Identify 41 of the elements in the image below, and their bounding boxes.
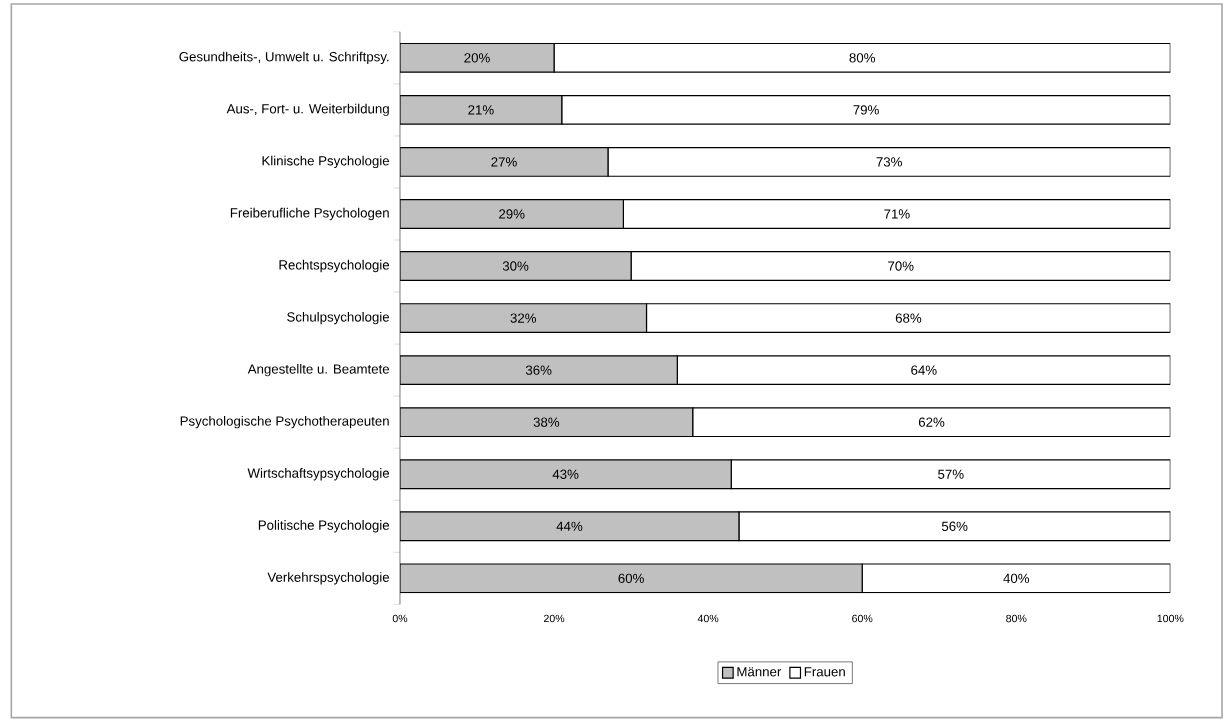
y-tick-label: Gesundheits-, Umwelt u. Schriftpsy. (179, 51, 389, 65)
y-tick-label: Wirtschaftsypsychologie (247, 468, 390, 481)
y-tick-label: Angestellte u. Beamtete (247, 364, 390, 377)
data-label: 57% (938, 469, 964, 480)
y-tick-label: Politische Psychologie (258, 520, 390, 533)
y-tick-label: Rechtspsychologie (279, 260, 390, 273)
data-label: 73% (876, 157, 902, 167)
y-tick-label: Verkehrspsychologie (267, 572, 390, 585)
data-label: 44% (556, 521, 583, 532)
x-tick-label: 40% (697, 614, 719, 623)
data-label: 79% (853, 105, 879, 115)
y-tick-label: Schulpsychologie (287, 312, 390, 325)
data-label: 62% (918, 417, 945, 428)
data-label: 27% (491, 157, 517, 167)
data-label: 30% (502, 261, 529, 271)
data-label: 20% (464, 53, 490, 63)
y-tick-label: Aus-, Fort- u. Weiterbildung (226, 103, 389, 117)
data-label: 68% (895, 313, 922, 323)
data-label: 80% (849, 53, 876, 63)
x-tick-label: 0% (392, 614, 408, 623)
data-label: 70% (888, 261, 914, 271)
data-label: 71% (884, 209, 910, 219)
x-tick-label: 100% (1157, 614, 1184, 623)
data-label: 43% (552, 469, 579, 480)
x-tick-label: 80% (1006, 614, 1027, 623)
y-tick-label: Klinische Psychologie (262, 155, 390, 169)
data-label: 21% (468, 105, 494, 115)
y-tick-label: Freiberufliche Psychologen (230, 207, 389, 221)
data-label: 32% (510, 313, 537, 323)
legend-label: Männer (737, 667, 782, 677)
data-label: 40% (1003, 573, 1030, 584)
legend-label: Frauen (804, 667, 845, 677)
x-tick-label: 20% (543, 614, 565, 623)
data-label: 60% (618, 573, 644, 584)
x-tick-label: 60% (852, 614, 873, 623)
data-label: 56% (941, 521, 968, 532)
data-label: 64% (911, 365, 937, 375)
y-tick-label: Psychologische Psychotherapeuten (180, 416, 389, 429)
data-label: 36% (525, 365, 552, 375)
data-label: 29% (499, 209, 525, 219)
data-label: 38% (533, 417, 560, 428)
